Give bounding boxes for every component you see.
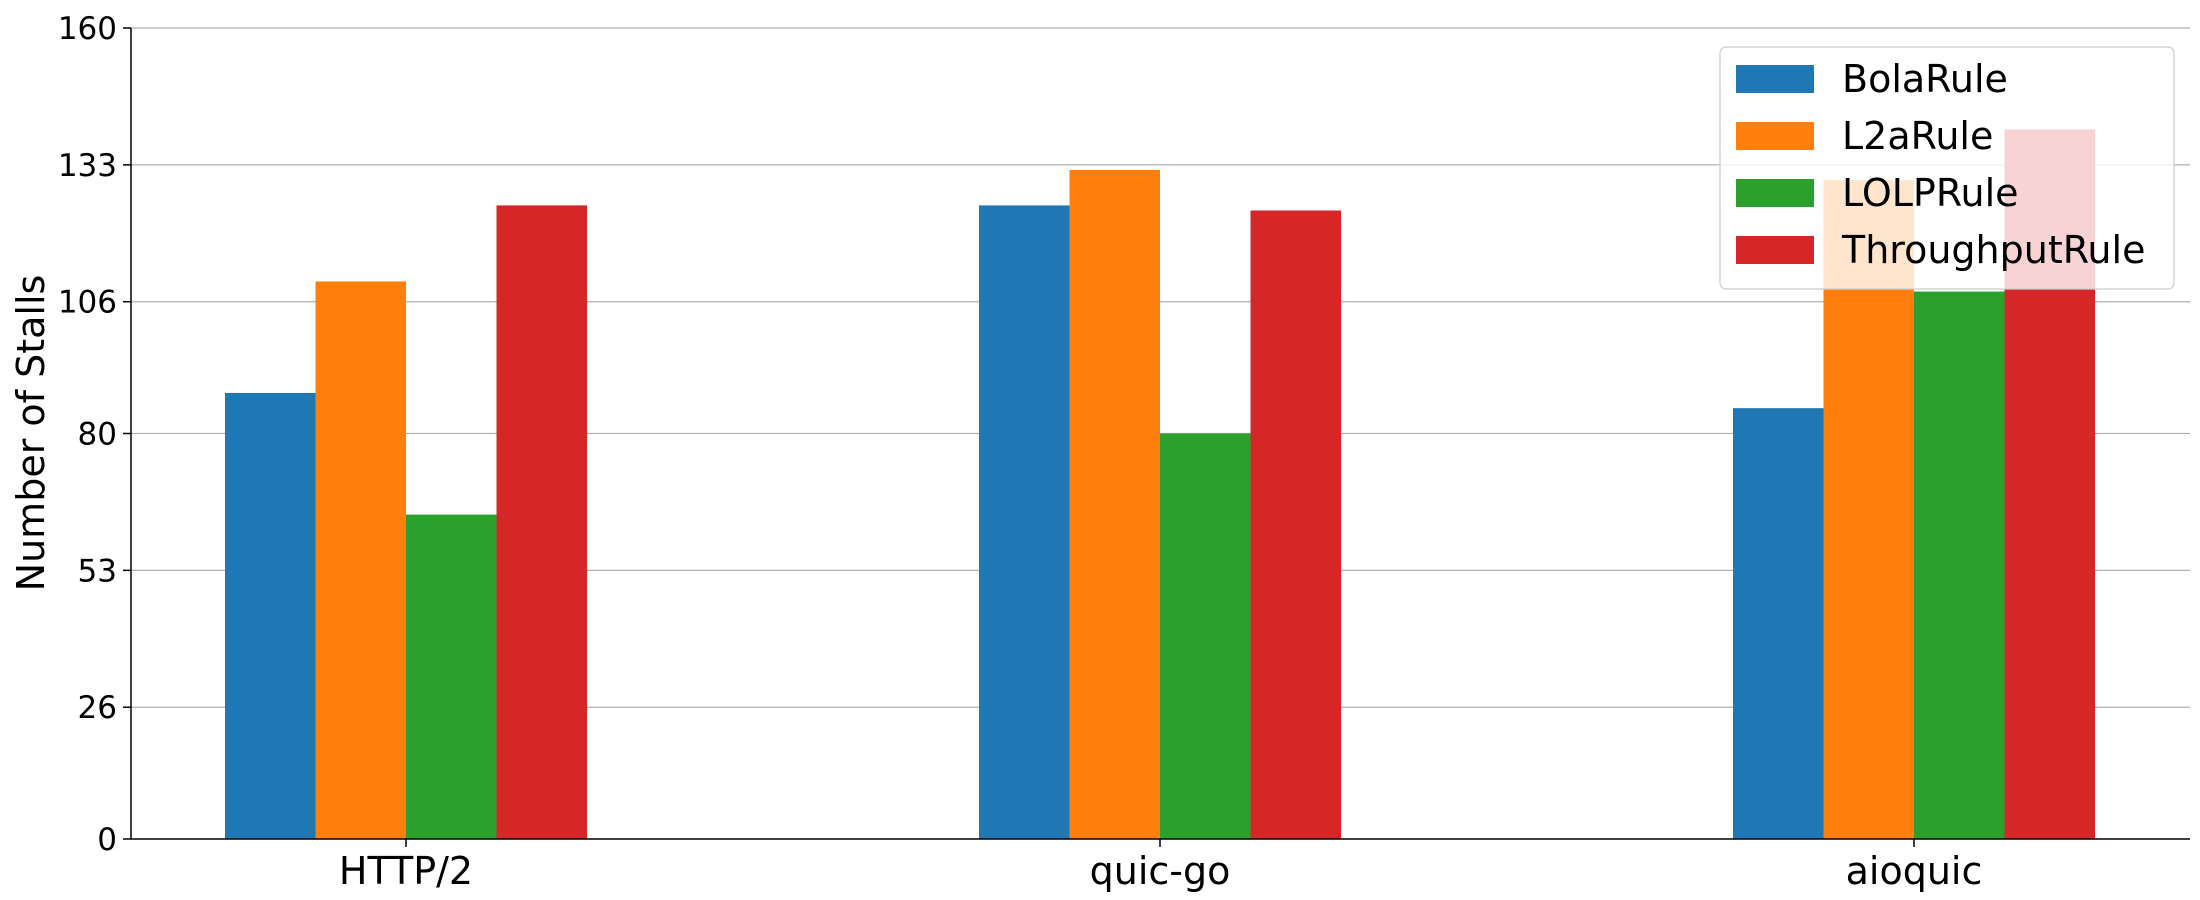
y-ticks: 0 26 53 80 106 133 160 (58, 11, 131, 858)
legend-label: BolaRule (1842, 57, 2008, 101)
y-tick-label: 106 (58, 285, 117, 321)
y-tick-label: 26 (78, 690, 117, 726)
bar-bolarule-http-2 (225, 392, 316, 839)
legend-swatch (1736, 179, 1814, 207)
bar-lolprule-quic-go (1160, 433, 1251, 839)
bar-throughputrule-http-2 (496, 205, 587, 839)
bars (225, 129, 2095, 840)
legend-label: L2aRule (1842, 114, 1993, 158)
bar-lolprule-aioquic (1914, 291, 2005, 839)
y-tick-label: 160 (58, 11, 117, 47)
bar-bolarule-aioquic (1733, 408, 1824, 839)
x-tick-label: aioquic (1846, 849, 1983, 893)
bar-l2arule-http-2 (315, 281, 406, 839)
legend-label: ThroughputRule (1841, 228, 2145, 272)
y-tick-label: 80 (78, 417, 117, 453)
bar-bolarule-quic-go (979, 205, 1070, 839)
legend-swatch (1736, 122, 1814, 150)
x-tick-label: HTTP/2 (339, 849, 473, 893)
legend-swatch (1736, 65, 1814, 93)
y-tick-label: 133 (58, 148, 117, 184)
bar-l2arule-quic-go (1069, 169, 1160, 840)
y-axis-label: Number of Stalls (9, 275, 53, 592)
x-ticks: HTTP/2 quic-go aioquic (339, 839, 1982, 893)
y-tick-label: 53 (78, 553, 117, 589)
y-tick-label: 0 (97, 822, 117, 858)
bar-lolprule-http-2 (406, 514, 497, 839)
bar-l2arule-aioquic (1823, 180, 1914, 839)
legend-swatch (1736, 236, 1814, 264)
x-tick-label: quic-go (1090, 849, 1231, 893)
legend: BolaRule L2aRule LOLPRule ThroughputRule (1719, 46, 2175, 290)
legend-label: LOLPRule (1842, 171, 2019, 215)
legend-box (1719, 46, 2175, 290)
bar-throughputrule-quic-go (1250, 210, 1341, 840)
